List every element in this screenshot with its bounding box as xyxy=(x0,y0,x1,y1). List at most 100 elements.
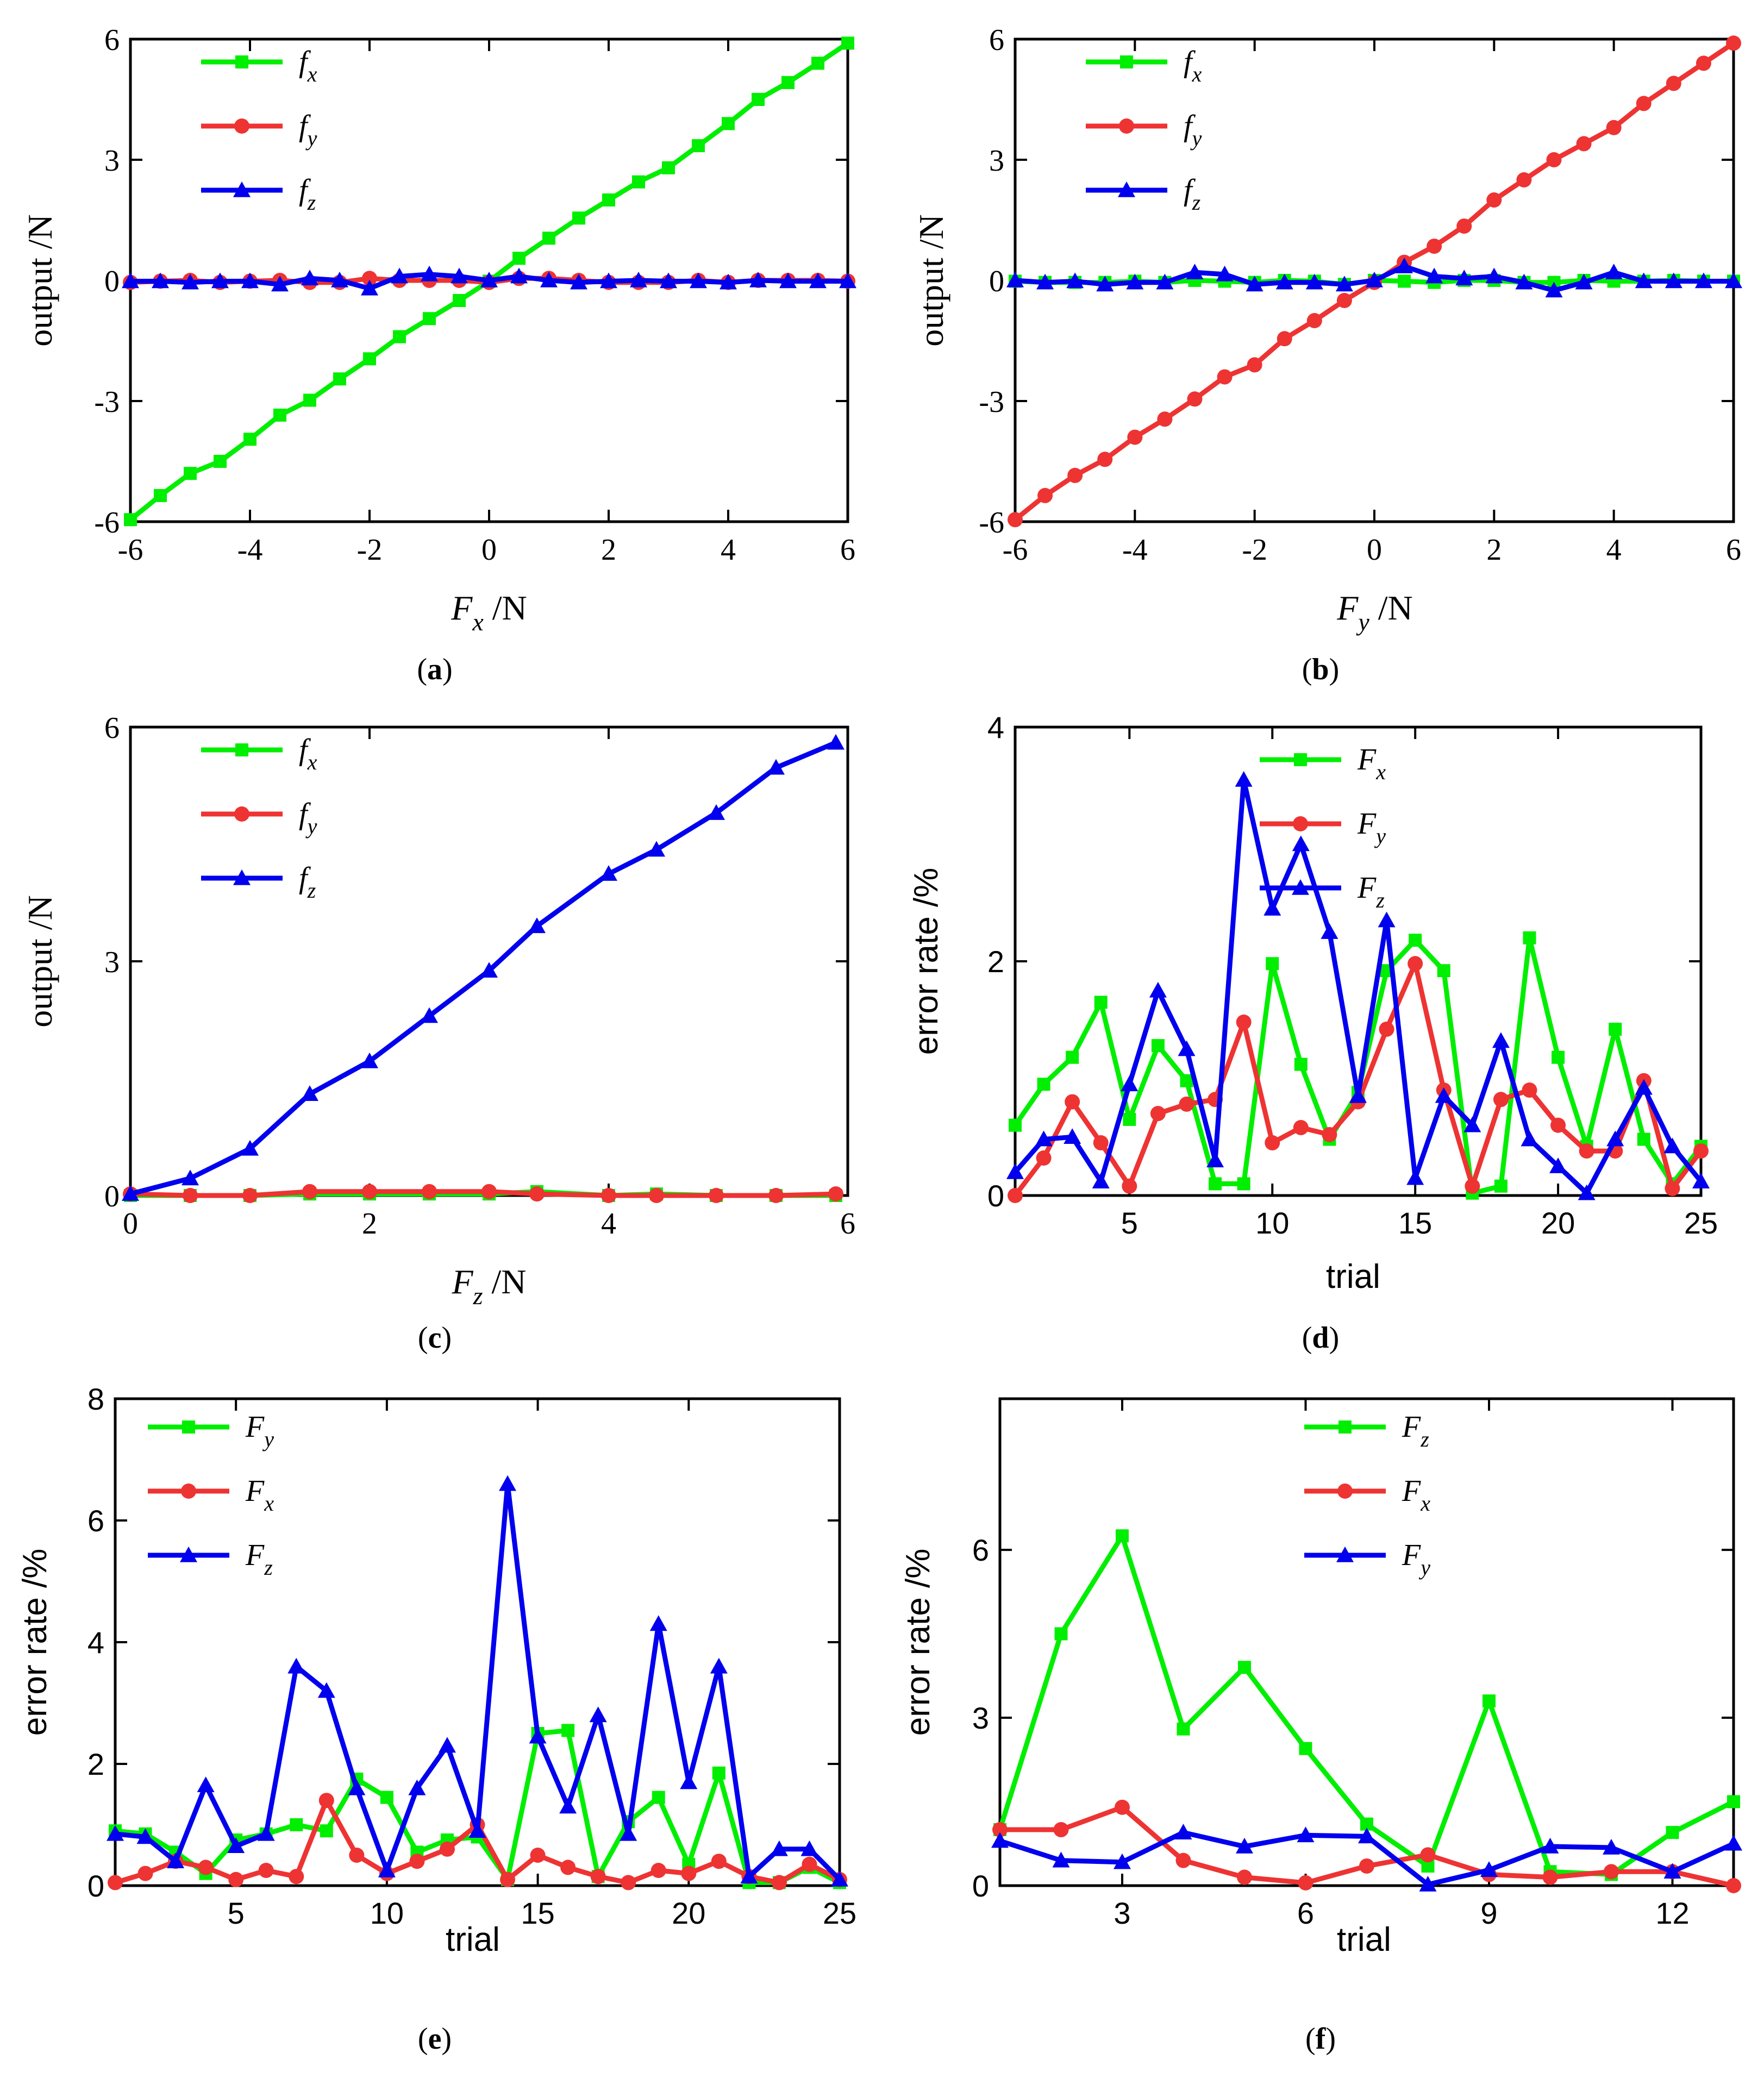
y-tick-label: 3 xyxy=(972,1701,989,1735)
data-point-Fz xyxy=(559,1798,577,1814)
series-Fz xyxy=(1006,771,1710,1200)
legend-marker-fy xyxy=(234,806,249,822)
data-point-fz xyxy=(1725,272,1742,289)
data-point-fz xyxy=(480,962,498,978)
y-tick-label: 6 xyxy=(972,1533,989,1567)
data-point-fz xyxy=(1006,272,1024,287)
data-point-fz xyxy=(361,1052,378,1068)
x-tick-label: 20 xyxy=(1541,1206,1575,1240)
data-point-Fz xyxy=(107,1825,124,1841)
data-point-Fx xyxy=(1542,1869,1558,1885)
legend: fx fy fz xyxy=(201,733,317,903)
data-point-Fy xyxy=(1550,1117,1566,1133)
data-point-fx xyxy=(572,211,585,225)
data-point-Fz xyxy=(1635,1079,1653,1095)
data-point-Fy xyxy=(1322,1126,1337,1142)
data-point-fz xyxy=(271,276,289,292)
data-point-Fy xyxy=(290,1818,303,1831)
data-point-fz xyxy=(1096,276,1114,292)
x-tick-label: 15 xyxy=(1398,1206,1432,1240)
data-point-fx xyxy=(214,455,227,468)
data-point-fz xyxy=(1575,273,1593,290)
legend-marker-Fz xyxy=(1292,879,1309,895)
data-point-fz xyxy=(451,267,468,284)
legend-label-fx: fx xyxy=(1184,45,1202,86)
y-tick-label: 0 xyxy=(104,265,120,298)
data-point-Fx xyxy=(530,1848,546,1863)
data-point-fx xyxy=(303,393,316,407)
data-point-Fz xyxy=(1606,1130,1624,1147)
y-tick-label: 0 xyxy=(987,1179,1004,1213)
x-tick-label: -2 xyxy=(1242,533,1267,567)
data-point-Fy xyxy=(1665,1181,1680,1197)
data-point-fz xyxy=(1246,276,1263,292)
x-tick-label: 4 xyxy=(1606,533,1622,567)
data-point-Fx xyxy=(500,1872,516,1887)
y-tick-label: -6 xyxy=(979,506,1004,540)
data-point-fy xyxy=(1486,192,1502,208)
data-point-fx xyxy=(512,252,526,265)
data-point-fz xyxy=(1425,267,1443,284)
legend-label-fx: fx xyxy=(299,45,317,86)
data-point-fx xyxy=(662,161,675,174)
data-point-fz xyxy=(827,734,845,750)
data-point-Fz xyxy=(1263,900,1281,916)
data-point-fz xyxy=(122,272,139,289)
y-tick-label: 6 xyxy=(87,1504,104,1538)
x-axis-label: trial xyxy=(446,1921,500,1958)
data-point-fx xyxy=(752,93,765,106)
y-tick-label: 2 xyxy=(87,1747,104,1781)
x-tick-label: 10 xyxy=(370,1896,404,1930)
data-point-Fz xyxy=(831,1870,848,1887)
data-point-fx xyxy=(423,312,436,326)
legend-label-fx: fx xyxy=(299,733,317,774)
data-point-Fx xyxy=(1053,1822,1069,1838)
data-point-Fz xyxy=(1666,1826,1679,1839)
data-point-fy xyxy=(1097,452,1113,467)
data-point-fy xyxy=(362,1184,377,1199)
series-Fy xyxy=(991,1824,1742,1892)
data-point-Fx xyxy=(1604,1864,1619,1880)
data-point-Fy xyxy=(1480,1861,1498,1877)
legend-label-Fy: Fy xyxy=(1402,1538,1430,1580)
data-point-Fz xyxy=(1092,1173,1110,1188)
panel-caption: (d) xyxy=(1302,1321,1339,1355)
data-point-fx xyxy=(811,57,824,70)
data-point-fz xyxy=(1665,272,1682,289)
data-point-fz xyxy=(1455,270,1473,286)
data-point-fy xyxy=(1576,136,1592,152)
data-point-fz xyxy=(301,1085,318,1101)
data-point-Fz xyxy=(227,1837,245,1853)
data-point-Fz xyxy=(1006,1163,1024,1179)
x-tick-label: 5 xyxy=(228,1896,245,1930)
data-point-Fy xyxy=(1236,1837,1253,1854)
data-point-Fx xyxy=(1409,934,1422,947)
data-point-fz xyxy=(1545,281,1563,298)
data-point-fy xyxy=(649,1188,664,1203)
data-point-fz xyxy=(182,1169,199,1186)
y-tick-label: 6 xyxy=(104,711,120,745)
data-point-Fz xyxy=(1149,981,1167,998)
x-tick-label: -2 xyxy=(357,533,383,567)
data-point-Fz xyxy=(680,1773,698,1789)
x-axis-label: Fz /N xyxy=(452,1262,527,1310)
data-point-Fz xyxy=(1035,1130,1053,1147)
data-point-Fx xyxy=(137,1866,153,1881)
data-point-fz xyxy=(1485,267,1503,284)
data-point-Fz xyxy=(649,1615,667,1631)
x-tick-label: 2 xyxy=(362,1207,377,1241)
data-point-Fy xyxy=(1052,1851,1070,1868)
data-point-Fx xyxy=(1294,1057,1308,1071)
data-point-fy xyxy=(1696,55,1711,71)
data-point-Fx xyxy=(1209,1177,1222,1191)
x-tick-label: 6 xyxy=(1726,533,1741,567)
data-point-fz xyxy=(1335,276,1353,292)
data-point-fz xyxy=(331,272,348,287)
data-point-fy xyxy=(1127,429,1143,445)
data-point-fz xyxy=(720,273,737,290)
x-tick-label: 6 xyxy=(1297,1896,1314,1930)
data-point-fz xyxy=(1066,272,1084,289)
data-point-Fz xyxy=(1121,1075,1139,1092)
data-point-fy xyxy=(1456,218,1472,234)
data-point-fz xyxy=(660,272,677,289)
